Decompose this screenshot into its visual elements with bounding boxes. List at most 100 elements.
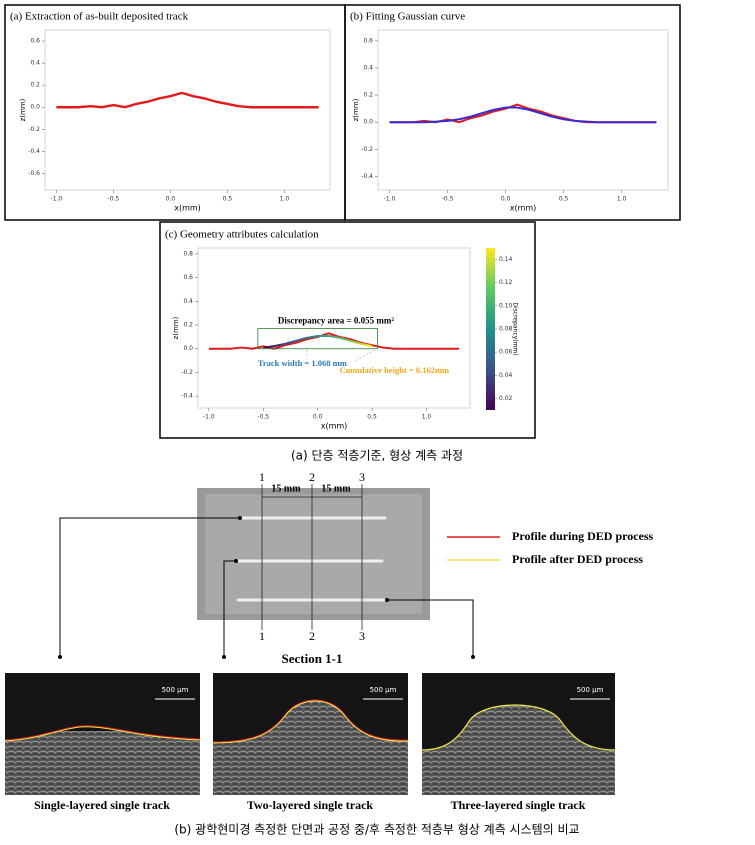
y-tick-label: -0.4 xyxy=(28,148,40,155)
x-tick-label: 0.0 xyxy=(166,196,176,203)
micrograph-caption: Two-layered single track xyxy=(247,798,374,812)
connector-dot xyxy=(238,516,242,520)
colorbar-tick-label: 0.10 xyxy=(499,302,513,309)
legend-label: Profile after DED process xyxy=(512,552,643,566)
x-tick-label: 0.5 xyxy=(223,196,233,203)
colorbar-tick-label: 0.08 xyxy=(499,326,513,333)
x-tick-label: 1.0 xyxy=(280,196,290,203)
x-tick-label: 1.0 xyxy=(422,414,432,421)
connector xyxy=(59,517,474,657)
chart-title: (a) Extraction of as-built deposited tra… xyxy=(10,11,189,23)
data-line xyxy=(56,91,319,109)
x-tick-label: -1.0 xyxy=(51,196,63,203)
y-tick-label: 0.0 xyxy=(30,104,40,111)
scale-label: 500 μm xyxy=(577,686,604,694)
data-line xyxy=(263,334,373,349)
y-tick-label: -0.6 xyxy=(28,170,40,177)
spacing-label: 15 mm xyxy=(271,483,301,494)
section-number: 2 xyxy=(309,629,315,643)
data-line xyxy=(389,106,657,124)
x-axis-label: x(mm) xyxy=(510,204,537,213)
colorbar-tick-label: 0.02 xyxy=(499,395,513,402)
y-axis-label: z(mm) xyxy=(172,316,180,339)
colorbar-tick-label: 0.04 xyxy=(499,372,513,379)
connector-dot xyxy=(222,655,226,659)
y-tick-label: 0.2 xyxy=(30,82,40,89)
section-number: 1 xyxy=(259,629,265,643)
y-tick-label: 0.6 xyxy=(183,274,193,281)
colorbar-tick-label: 0.06 xyxy=(499,349,513,356)
y-tick-label: -0.2 xyxy=(28,126,40,133)
y-tick-label: 0.0 xyxy=(363,119,373,126)
figure-caption: (a) 단층 적층기준, 형상 계측 과정 xyxy=(291,449,463,463)
x-axis-label: x(mm) xyxy=(321,422,348,431)
x-tick-label: -1.0 xyxy=(203,414,215,421)
section-number: 3 xyxy=(359,629,365,643)
y-tick-label: 0.2 xyxy=(183,322,193,329)
x-tick-label: -0.5 xyxy=(442,196,454,203)
panel-frame xyxy=(159,221,536,439)
figure-caption: (b) 광학현미경 측정한 단면과 공정 중/후 측정한 적층부 형상 계측 시… xyxy=(174,823,579,837)
section-number: 3 xyxy=(359,470,365,484)
y-tick-label: -0.2 xyxy=(181,369,193,376)
scale-label: 500 μm xyxy=(370,686,397,694)
y-tick-label: 0.4 xyxy=(183,298,193,305)
x-tick-label: 0.0 xyxy=(313,414,323,421)
y-tick-label: 0.4 xyxy=(30,60,40,67)
y-tick-label: -0.4 xyxy=(181,393,193,400)
connector-dot xyxy=(385,598,389,602)
y-tick-label: 0.0 xyxy=(183,345,193,352)
connector-dot xyxy=(234,559,238,563)
x-tick-label: -1.0 xyxy=(384,196,396,203)
spacing-label: 15 mm xyxy=(321,483,351,494)
annotation: Cumulative height = 0.162mm xyxy=(339,365,449,375)
sample-photo xyxy=(205,494,422,614)
chart-title: (c) Geometry attributes calculation xyxy=(165,229,319,241)
data-line xyxy=(208,332,460,350)
x-tick-label: 0.5 xyxy=(367,414,377,421)
y-tick-label: 0.6 xyxy=(30,38,40,45)
chart-title: (b) Fitting Gaussian curve xyxy=(350,11,465,23)
panel-frame xyxy=(4,4,346,221)
plot-frame xyxy=(197,247,471,409)
section-lines xyxy=(261,484,363,630)
colorbar-label: Discrepancy(mm) xyxy=(512,302,519,355)
micrograph-caption: Three-layered single track xyxy=(451,798,586,812)
connector-dot xyxy=(471,655,475,659)
y-axis-label: z(mm) xyxy=(352,98,360,121)
micrograph xyxy=(421,673,616,795)
plot-frame xyxy=(377,29,669,191)
colorbar xyxy=(486,248,495,410)
micrograph xyxy=(4,673,201,795)
pointer xyxy=(355,348,378,361)
y-tick-label: -0.4 xyxy=(361,173,373,180)
connector-dot xyxy=(58,655,62,659)
y-tick-label: -0.2 xyxy=(361,146,373,153)
colorbar-tick-label: 0.12 xyxy=(499,279,513,286)
y-tick-label: 0.8 xyxy=(183,250,193,257)
x-tick-label: -0.5 xyxy=(108,196,120,203)
x-axis-label: x(mm) xyxy=(174,204,201,213)
legend-label: Profile during DED process xyxy=(512,529,654,543)
micrograph xyxy=(212,673,409,795)
y-tick-label: 0.6 xyxy=(363,37,373,44)
annotation: Discrepancy area = 0.055 mm² xyxy=(278,316,395,326)
annotation: Track width = 1.068 mm xyxy=(258,358,347,368)
x-tick-label: 0.0 xyxy=(501,196,511,203)
y-tick-label: 0.2 xyxy=(363,92,373,99)
colorbar-tick-label: 0.14 xyxy=(499,256,513,263)
micrograph-caption: Single-layered single track xyxy=(34,798,170,812)
scale-label: 500 μm xyxy=(162,686,189,694)
x-tick-label: 1.0 xyxy=(617,196,627,203)
section-number: 1 xyxy=(259,470,265,484)
y-tick-label: 0.4 xyxy=(363,64,373,71)
section-number: 2 xyxy=(309,470,315,484)
area-box xyxy=(257,328,378,350)
data-line xyxy=(389,103,657,124)
x-tick-label: 0.5 xyxy=(559,196,569,203)
y-axis-label: z(mm) xyxy=(19,98,27,121)
plot-frame xyxy=(44,29,331,191)
section-label: Section 1-1 xyxy=(281,651,342,666)
x-tick-label: -0.5 xyxy=(257,414,269,421)
